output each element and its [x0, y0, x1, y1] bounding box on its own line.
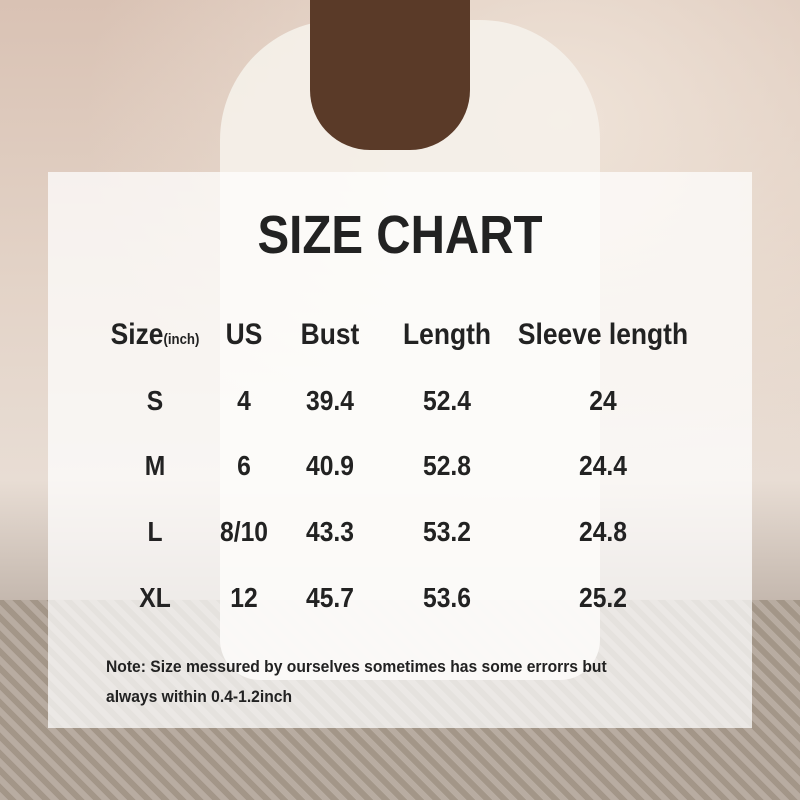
cell-length: 52.4: [423, 385, 471, 416]
model-hair-photo: [310, 0, 470, 150]
cell-size: L: [147, 516, 163, 547]
header-bust: Bust: [300, 318, 360, 351]
cell-sleeve: 24.4: [579, 450, 627, 481]
header-size: Size(inch): [111, 318, 200, 352]
cell-sleeve: 24.8: [579, 516, 627, 547]
cell-bust: 45.7: [306, 582, 354, 613]
size-note: Note: Size messured by ourselves sometim…: [106, 652, 658, 712]
cell-us: 6: [237, 450, 251, 481]
header-size-label: Size: [110, 318, 164, 351]
cell-length: 53.6: [423, 582, 471, 613]
cell-us: 8/10: [220, 516, 268, 547]
cell-us: 4: [237, 385, 251, 416]
cell-sleeve: 24: [589, 385, 617, 416]
size-chart-panel: [48, 172, 752, 728]
size-chart-title: SIZE CHART: [257, 205, 543, 265]
header-sleeve-length: Sleeve length: [517, 318, 689, 351]
cell-bust: 40.9: [306, 450, 354, 481]
header-us: US: [225, 318, 263, 351]
note-line-1: Note: Size messured by ourselves sometim…: [106, 657, 607, 676]
cell-us: 12: [230, 582, 258, 613]
cell-bust: 39.4: [306, 385, 354, 416]
cell-sleeve: 25.2: [579, 582, 627, 613]
cell-bust: 43.3: [306, 516, 354, 547]
cell-size: XL: [139, 582, 171, 613]
header-length: Length: [403, 318, 491, 351]
cell-length: 53.2: [423, 516, 471, 547]
header-size-unit: (inch): [163, 331, 200, 348]
cell-size: S: [146, 385, 164, 416]
cell-size: M: [144, 450, 166, 481]
cell-length: 52.8: [423, 450, 471, 481]
note-line-2: always within 0.4-1.2inch: [106, 687, 293, 706]
